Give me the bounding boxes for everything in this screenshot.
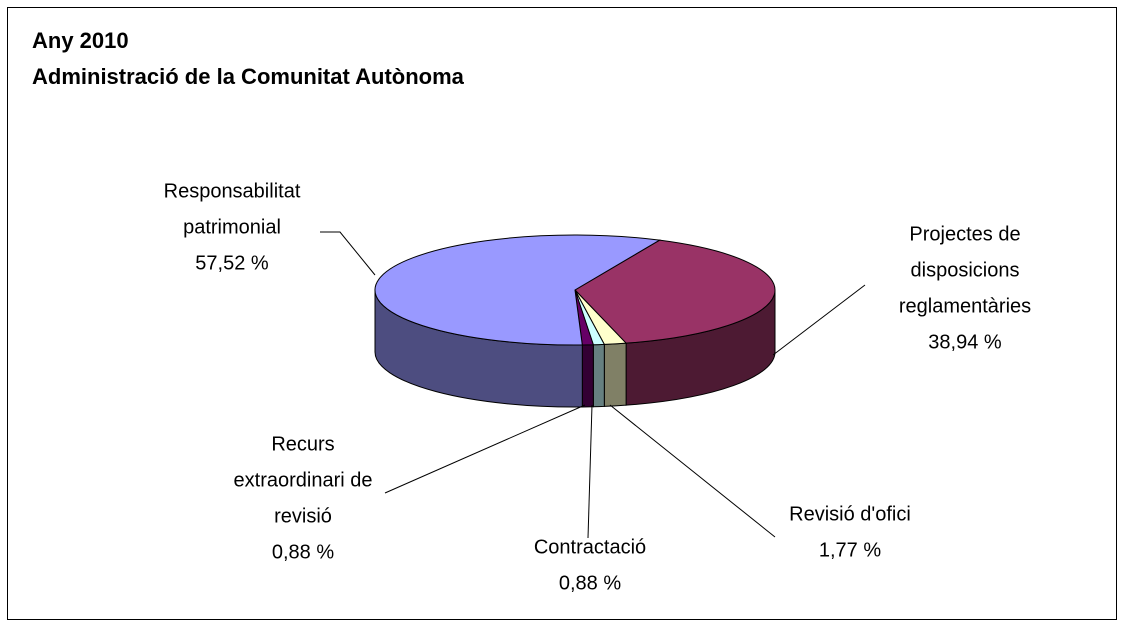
slice-label: Projectes de	[909, 223, 1020, 245]
value-label: 38,94 %	[928, 331, 1002, 353]
value-label: 0,88 %	[272, 541, 334, 563]
value-label: 57,52 %	[195, 252, 269, 274]
slice-label: Recurs	[271, 433, 334, 455]
leader-line	[320, 231, 376, 276]
value-label: 0,88 %	[559, 572, 621, 594]
leader-line	[384, 404, 586, 494]
value-label: 1,77 %	[819, 539, 881, 561]
slice-label: patrimonial	[183, 216, 281, 238]
pie-side	[581, 344, 594, 408]
leader-line	[609, 404, 776, 538]
slice-label: Revisió d'ofici	[789, 503, 911, 525]
slice-label: disposicions	[911, 259, 1020, 281]
slice-label: reglamentàries	[899, 295, 1031, 317]
pie-slice	[374, 234, 662, 346]
chart-title: Any 2010	[32, 28, 129, 53]
slice-label: revisió	[274, 505, 332, 527]
leader-line	[772, 284, 866, 356]
pie-side	[592, 343, 605, 408]
slice-label: extraordinari de	[234, 469, 373, 491]
chart-subtitle: Administració de la Comunitat Autònoma	[32, 64, 465, 89]
slice-label: Contractació	[534, 536, 646, 558]
slice-label: Responsabilitat	[164, 180, 301, 202]
pie-side	[603, 342, 627, 407]
leader-line	[587, 404, 593, 539]
pie-slice	[574, 239, 776, 344]
